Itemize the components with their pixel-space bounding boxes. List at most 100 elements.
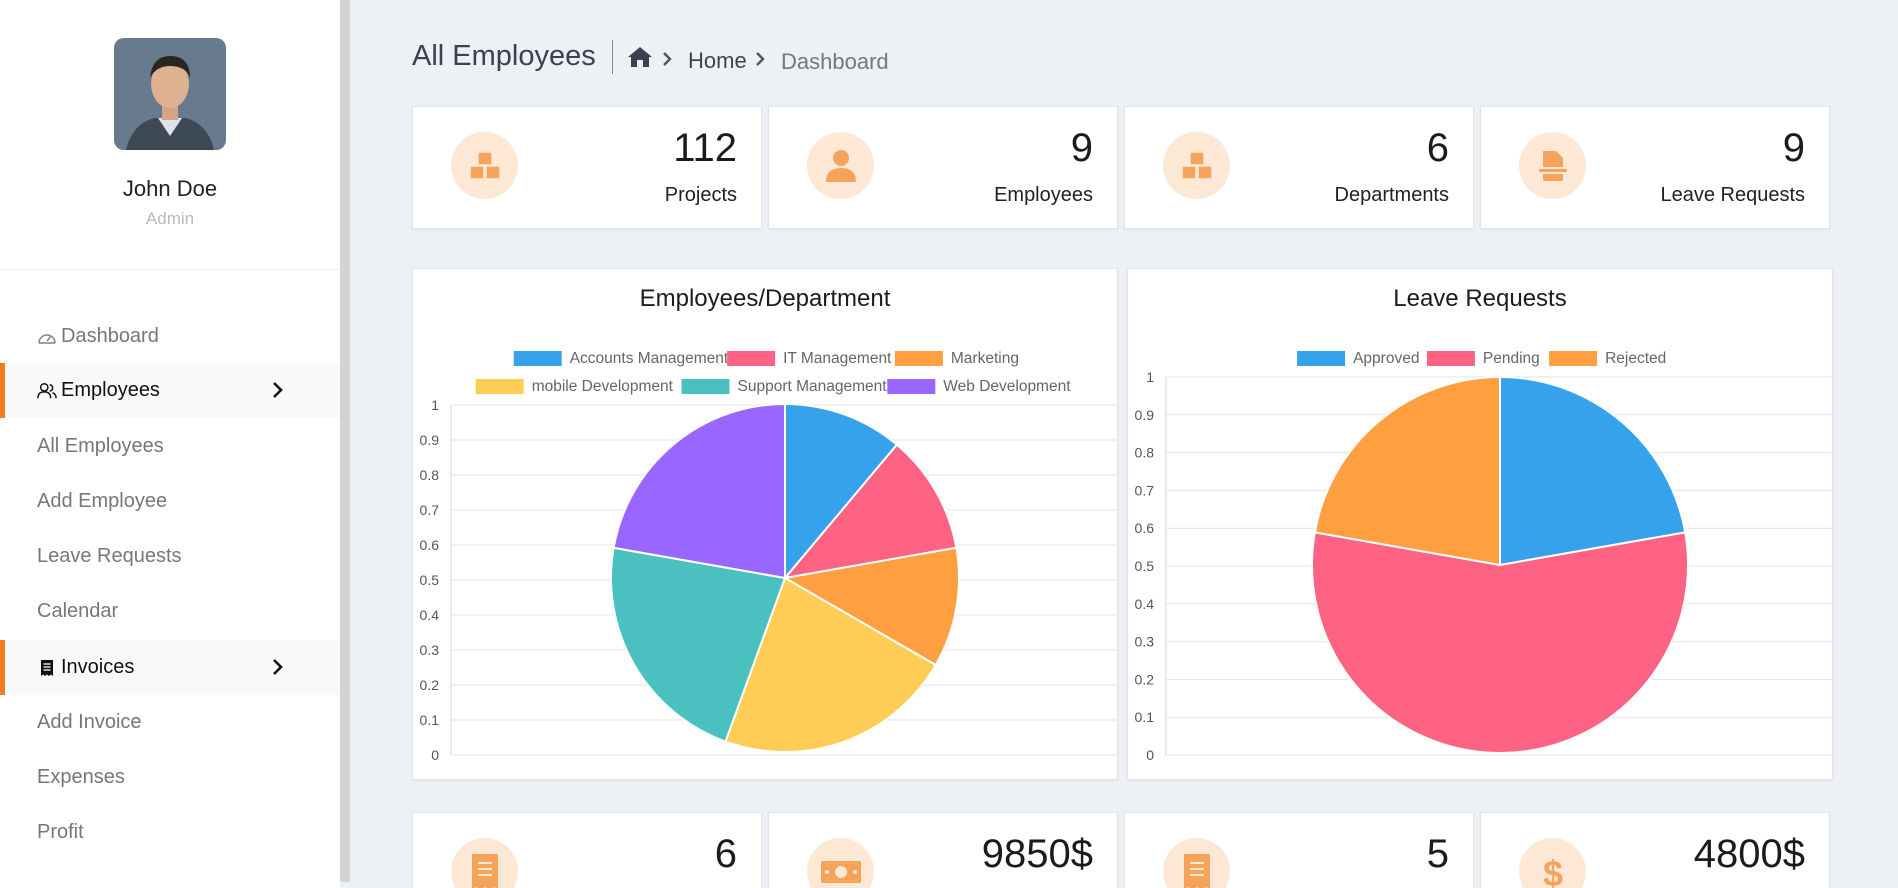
sidebar-item-leave-requests[interactable]: Leave Requests [0, 529, 340, 584]
y-tick-label: 1 [1146, 369, 1154, 385]
sidebar-item-add-invoice[interactable]: Add Invoice [0, 695, 340, 750]
legend-label: Rejected [1605, 350, 1666, 367]
y-tick-label: 0.3 [1135, 634, 1155, 650]
dollar-icon: $ [1519, 838, 1586, 888]
y-tick-label: 0.7 [420, 502, 440, 518]
money-bill-icon [807, 838, 874, 888]
page-title: All Employees [412, 40, 596, 72]
legend-label: Marketing [951, 350, 1019, 367]
stat-value: 112 [673, 126, 737, 170]
y-tick-label: 0.8 [1135, 445, 1155, 461]
legend-swatch [475, 379, 524, 394]
y-tick-label: 0.1 [420, 712, 440, 728]
sidebar-item-profit[interactable]: Profit [0, 805, 340, 860]
profile-section: John Doe Admin [0, 0, 340, 270]
legend-label: Web Development [943, 378, 1071, 395]
chart-title: Employees/Department [639, 285, 891, 312]
sidebar-item-expenses[interactable]: Expenses [0, 750, 340, 805]
sidebar-item-label: Expenses [37, 766, 125, 788]
legend-swatch [727, 351, 776, 366]
stat-card-employees: 9 Employees [768, 106, 1118, 229]
pie-slice [782, 546, 960, 667]
legend-label: Pending [1483, 350, 1540, 367]
pie-slice [612, 402, 786, 580]
legend-label: Approved [1353, 350, 1419, 367]
chart-employees-department: Employees/Department 0 0.1 0.2 0.3 0.4 0.5 0.6… [412, 268, 1118, 780]
pie-slice [1499, 375, 1687, 567]
stat-label: Employees [994, 184, 1093, 206]
y-tick-label: 0.2 [420, 677, 440, 693]
legend-swatch [513, 351, 562, 366]
receipt-icon [37, 658, 57, 678]
pie-slice [1313, 375, 1501, 567]
y-tick-label: 0.6 [1135, 520, 1155, 536]
home-icon[interactable] [627, 46, 653, 73]
pie-slice [610, 546, 787, 743]
sidebar-item-label: Invoices [61, 656, 135, 678]
sidebar-item-invoices[interactable]: Invoices [0, 640, 340, 695]
chart-leave-requests: Leave Requests 0 0.1 0.2 0.3 0.4 0.5 0.6 0.7 0.8… [1127, 268, 1833, 780]
breadcrumb-home[interactable]: Home [688, 48, 747, 73]
sidebar-item-add-employee[interactable]: Add Employee [0, 474, 340, 529]
legend-label: Accounts Management [570, 350, 729, 367]
legend-swatch [1297, 351, 1346, 366]
sidebar-item-dashboard[interactable]: Dashboard [0, 309, 340, 364]
stat-value: 6 [714, 832, 737, 876]
profile-role: Admin [145, 209, 195, 228]
sidebar-item-calendar[interactable]: Calendar [0, 584, 340, 639]
sidebar-item-label: All Employees [37, 435, 164, 457]
gauge-icon [37, 327, 57, 347]
cubes-icon [451, 132, 518, 199]
file-icon [1519, 132, 1586, 199]
stat-card-profit: $ 4800$ [1480, 812, 1830, 888]
stat-card-leave-requests: 9 Leave Requests [1480, 106, 1830, 229]
sidebar-item-label: Add Employee [37, 490, 168, 512]
stat-label: Projects [664, 184, 737, 206]
y-tick-label: 0.9 [420, 432, 440, 448]
sidebar: John Doe Admin Dashboard Employees All E… [0, 0, 340, 888]
title-divider [612, 40, 613, 74]
cubes-icon [1163, 132, 1230, 199]
legend-swatch [681, 379, 730, 394]
breadcrumb-current: Dashboard [781, 49, 889, 74]
legend-label: mobile Development [532, 378, 674, 395]
stat-value: 5 [1426, 832, 1449, 876]
y-tick-label: 0.5 [1135, 558, 1155, 574]
svg-text:$: $ [1542, 853, 1562, 888]
legend-label: IT Management [783, 350, 892, 367]
users-icon [37, 381, 57, 401]
chevron-right-icon [755, 52, 765, 71]
receipt-icon [451, 838, 518, 888]
pie-slice [784, 402, 899, 581]
stat-value: 9 [1782, 126, 1805, 170]
chevron-right-icon [272, 381, 284, 405]
stat-card-invoices: 6 [412, 812, 762, 888]
chevron-right-icon [662, 52, 672, 71]
legend-label: Support Management [738, 378, 888, 395]
y-tick-label: 0.8 [420, 467, 440, 483]
stat-value: 9850$ [981, 832, 1093, 876]
legend-swatch [1426, 351, 1475, 366]
sidebar-item-label: Profit [37, 821, 84, 843]
stat-card-invoice-total: 9850$ [768, 812, 1118, 888]
legend-swatch [887, 379, 936, 394]
stat-value: 6 [1426, 126, 1449, 170]
sidebar-item-label: Dashboard [61, 325, 159, 347]
y-tick-label: 0.2 [1135, 671, 1155, 687]
sidebar-item-all-employees[interactable]: All Employees [0, 419, 340, 474]
y-tick-label: 0.1 [1135, 709, 1155, 725]
legend-swatch [894, 351, 943, 366]
receipt-icon [1163, 838, 1230, 888]
pie-chart-svg: 0 0.1 0.2 0.3 0.4 0.5 0.6 0.7 0.8 0.9 1 Approved Pen… [1135, 350, 1832, 763]
sidebar-item-employees[interactable]: Employees [0, 363, 340, 418]
sidebar-item-label: Add Invoice [37, 711, 142, 733]
stat-label: Leave Requests [1660, 184, 1805, 206]
profile-name: John Doe [122, 176, 218, 201]
sidebar-scrollbar[interactable] [340, 0, 350, 882]
chart-title: Leave Requests [1393, 285, 1567, 312]
y-tick-label: 0.6 [420, 537, 440, 553]
user-icon [807, 132, 874, 199]
stat-card-expenses: 5 [1124, 812, 1474, 888]
pie-chart-svg: 0 0.1 0.2 0.3 0.4 0.5 0.6 0.7 0.8 0.9 1 Accounts Ma… [420, 350, 1117, 763]
avatar[interactable] [114, 38, 226, 150]
